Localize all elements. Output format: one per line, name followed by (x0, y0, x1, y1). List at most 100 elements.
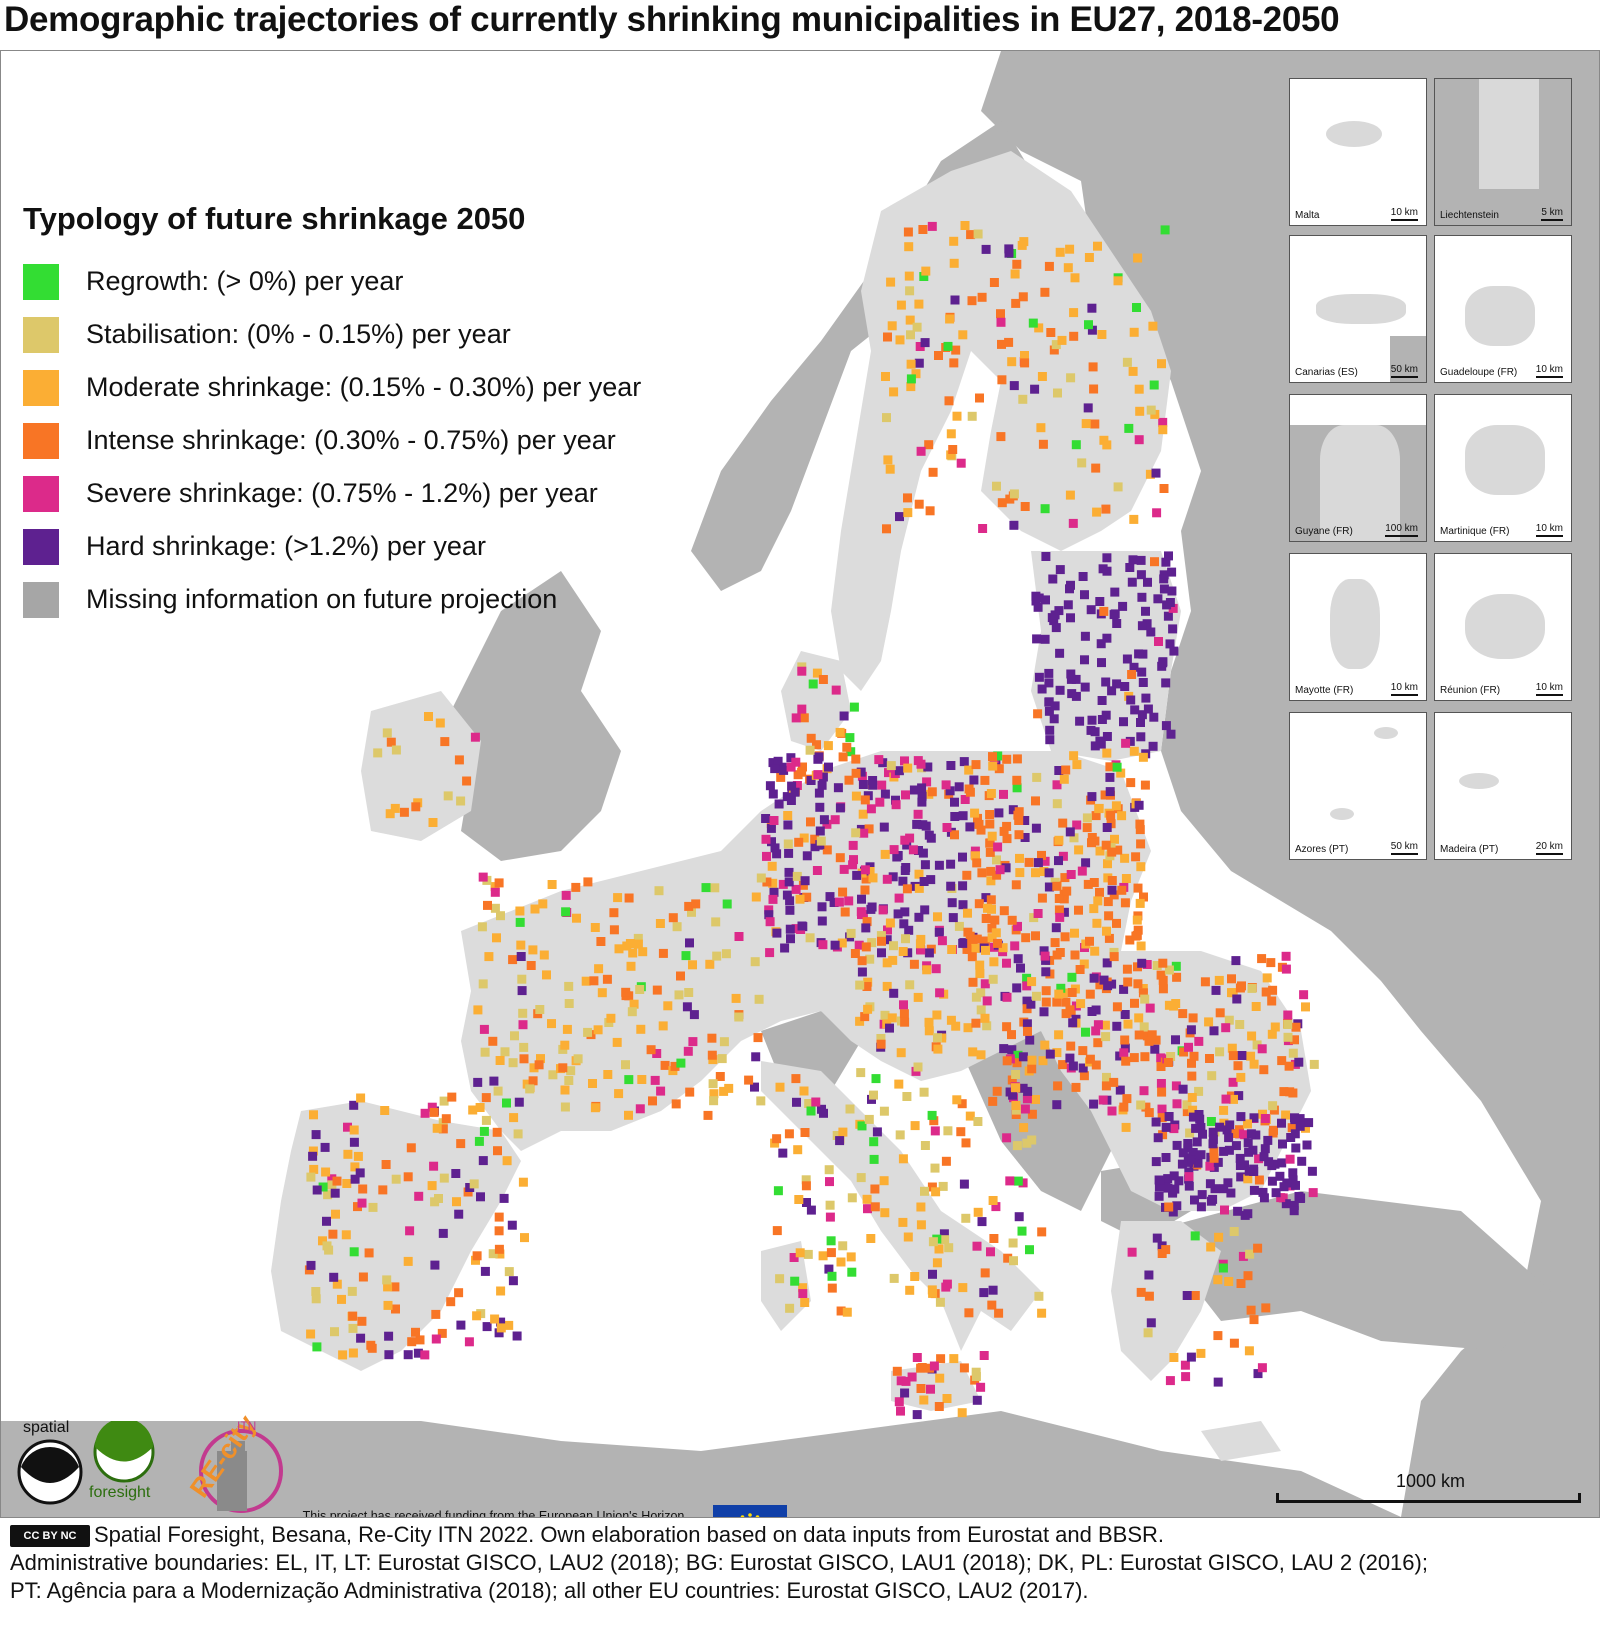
municipality-square (1247, 983, 1257, 993)
municipality-square (1183, 1139, 1193, 1148)
municipality-square (964, 1308, 974, 1318)
municipality-square (1260, 1144, 1270, 1154)
municipality-square (862, 982, 872, 991)
municipality-square (456, 1320, 466, 1330)
municipality-square (917, 791, 927, 801)
municipality-square (1038, 1056, 1048, 1066)
municipality-square (688, 1037, 698, 1047)
municipality-square (838, 1127, 848, 1137)
municipality-square (1135, 406, 1145, 416)
municipality-square (937, 936, 947, 946)
municipality-square (311, 1287, 321, 1296)
municipality-square (597, 988, 607, 998)
municipality-square (1137, 621, 1147, 631)
municipality-square (802, 851, 812, 861)
municipality-square (793, 1145, 803, 1155)
municipality-square (882, 935, 892, 945)
municipality-square (917, 1363, 927, 1372)
inset-guadeloupe: Guadeloupe (FR) 10 km (1434, 235, 1572, 383)
municipality-square (676, 1058, 686, 1068)
municipality-square (1154, 637, 1163, 646)
municipality-square (1171, 1035, 1180, 1045)
municipality-square (1129, 746, 1139, 756)
legend-swatch (23, 528, 59, 565)
municipality-square (1107, 885, 1117, 895)
municipality-square (522, 1079, 532, 1089)
municipality-square (904, 242, 914, 252)
legend-item: Hard shrinkage: (>1.2%) per year (23, 520, 723, 573)
municipality-square (1174, 1176, 1184, 1186)
municipality-square (868, 776, 878, 785)
municipality-square (1209, 1153, 1219, 1163)
scale-bar: 1000 km (1276, 1471, 1581, 1503)
municipality-square (1090, 727, 1100, 737)
municipality-square (754, 994, 764, 1004)
municipality-square (1214, 1232, 1224, 1242)
municipality-square (1170, 1184, 1180, 1194)
municipality-square (900, 907, 910, 917)
municipality-square (1194, 1086, 1204, 1096)
municipality-square (1052, 1100, 1062, 1110)
municipality-square (900, 835, 910, 845)
municipality-square (583, 877, 593, 887)
municipality-square (802, 1198, 811, 1207)
municipality-square (1103, 981, 1113, 991)
municipality-square (791, 713, 801, 723)
municipality-square (473, 1005, 483, 1015)
municipality-square (1041, 552, 1051, 561)
municipality-square (1071, 440, 1081, 450)
municipality-square (906, 382, 916, 392)
municipality-square (1121, 1122, 1131, 1132)
municipality-square (411, 1327, 420, 1337)
municipality-square (1085, 989, 1095, 999)
municipality-square (1123, 977, 1133, 987)
municipality-square (836, 1306, 846, 1316)
municipality-square (958, 1283, 968, 1293)
municipality-square (1089, 904, 1099, 914)
municipality-square (866, 904, 876, 914)
municipality-square (1283, 1020, 1293, 1029)
municipality-square (999, 906, 1009, 916)
municipality-square (364, 1248, 374, 1258)
municipality-square (1120, 1035, 1130, 1045)
municipality-square (658, 1021, 668, 1031)
municipality-square (622, 941, 632, 951)
municipality-square (594, 964, 604, 974)
municipality-square (1200, 977, 1210, 987)
municipality-square (1052, 881, 1062, 891)
municipality-square (819, 815, 829, 825)
municipality-square (654, 886, 664, 896)
municipality-square (1089, 973, 1099, 983)
municipality-square (719, 1037, 729, 1047)
municipality-square (756, 1096, 766, 1106)
municipality-square (1103, 859, 1112, 869)
municipality-square (561, 890, 571, 900)
municipality-square (1002, 1133, 1012, 1143)
municipality-square (915, 342, 925, 351)
municipality-square (1127, 670, 1137, 679)
municipality-square (959, 1179, 969, 1189)
municipality-square (1093, 241, 1102, 251)
municipality-square (866, 804, 876, 814)
legend-swatch (23, 263, 59, 300)
municipality-square (508, 1276, 518, 1286)
municipality-square (534, 1060, 544, 1070)
municipality-square (1228, 1077, 1238, 1087)
municipality-square (349, 1100, 359, 1110)
municipality-square (1224, 1277, 1234, 1286)
footer-boundaries-2: PT: Agência para a Modernização Administ… (10, 1578, 1089, 1603)
municipality-square (517, 974, 527, 984)
municipality-square (958, 900, 968, 910)
municipality-square (1119, 1102, 1129, 1112)
inset-scale: 100 km (1385, 523, 1418, 537)
municipality-square (1012, 1141, 1022, 1151)
municipality-square (856, 767, 866, 777)
municipality-square (1051, 923, 1061, 933)
municipality-square (969, 775, 979, 785)
municipality-square (658, 948, 668, 958)
municipality-square (1134, 1013, 1144, 1023)
municipality-square (784, 1129, 794, 1139)
municipality-square (403, 1350, 413, 1360)
municipality-square (981, 914, 991, 923)
municipality-square (834, 897, 844, 907)
